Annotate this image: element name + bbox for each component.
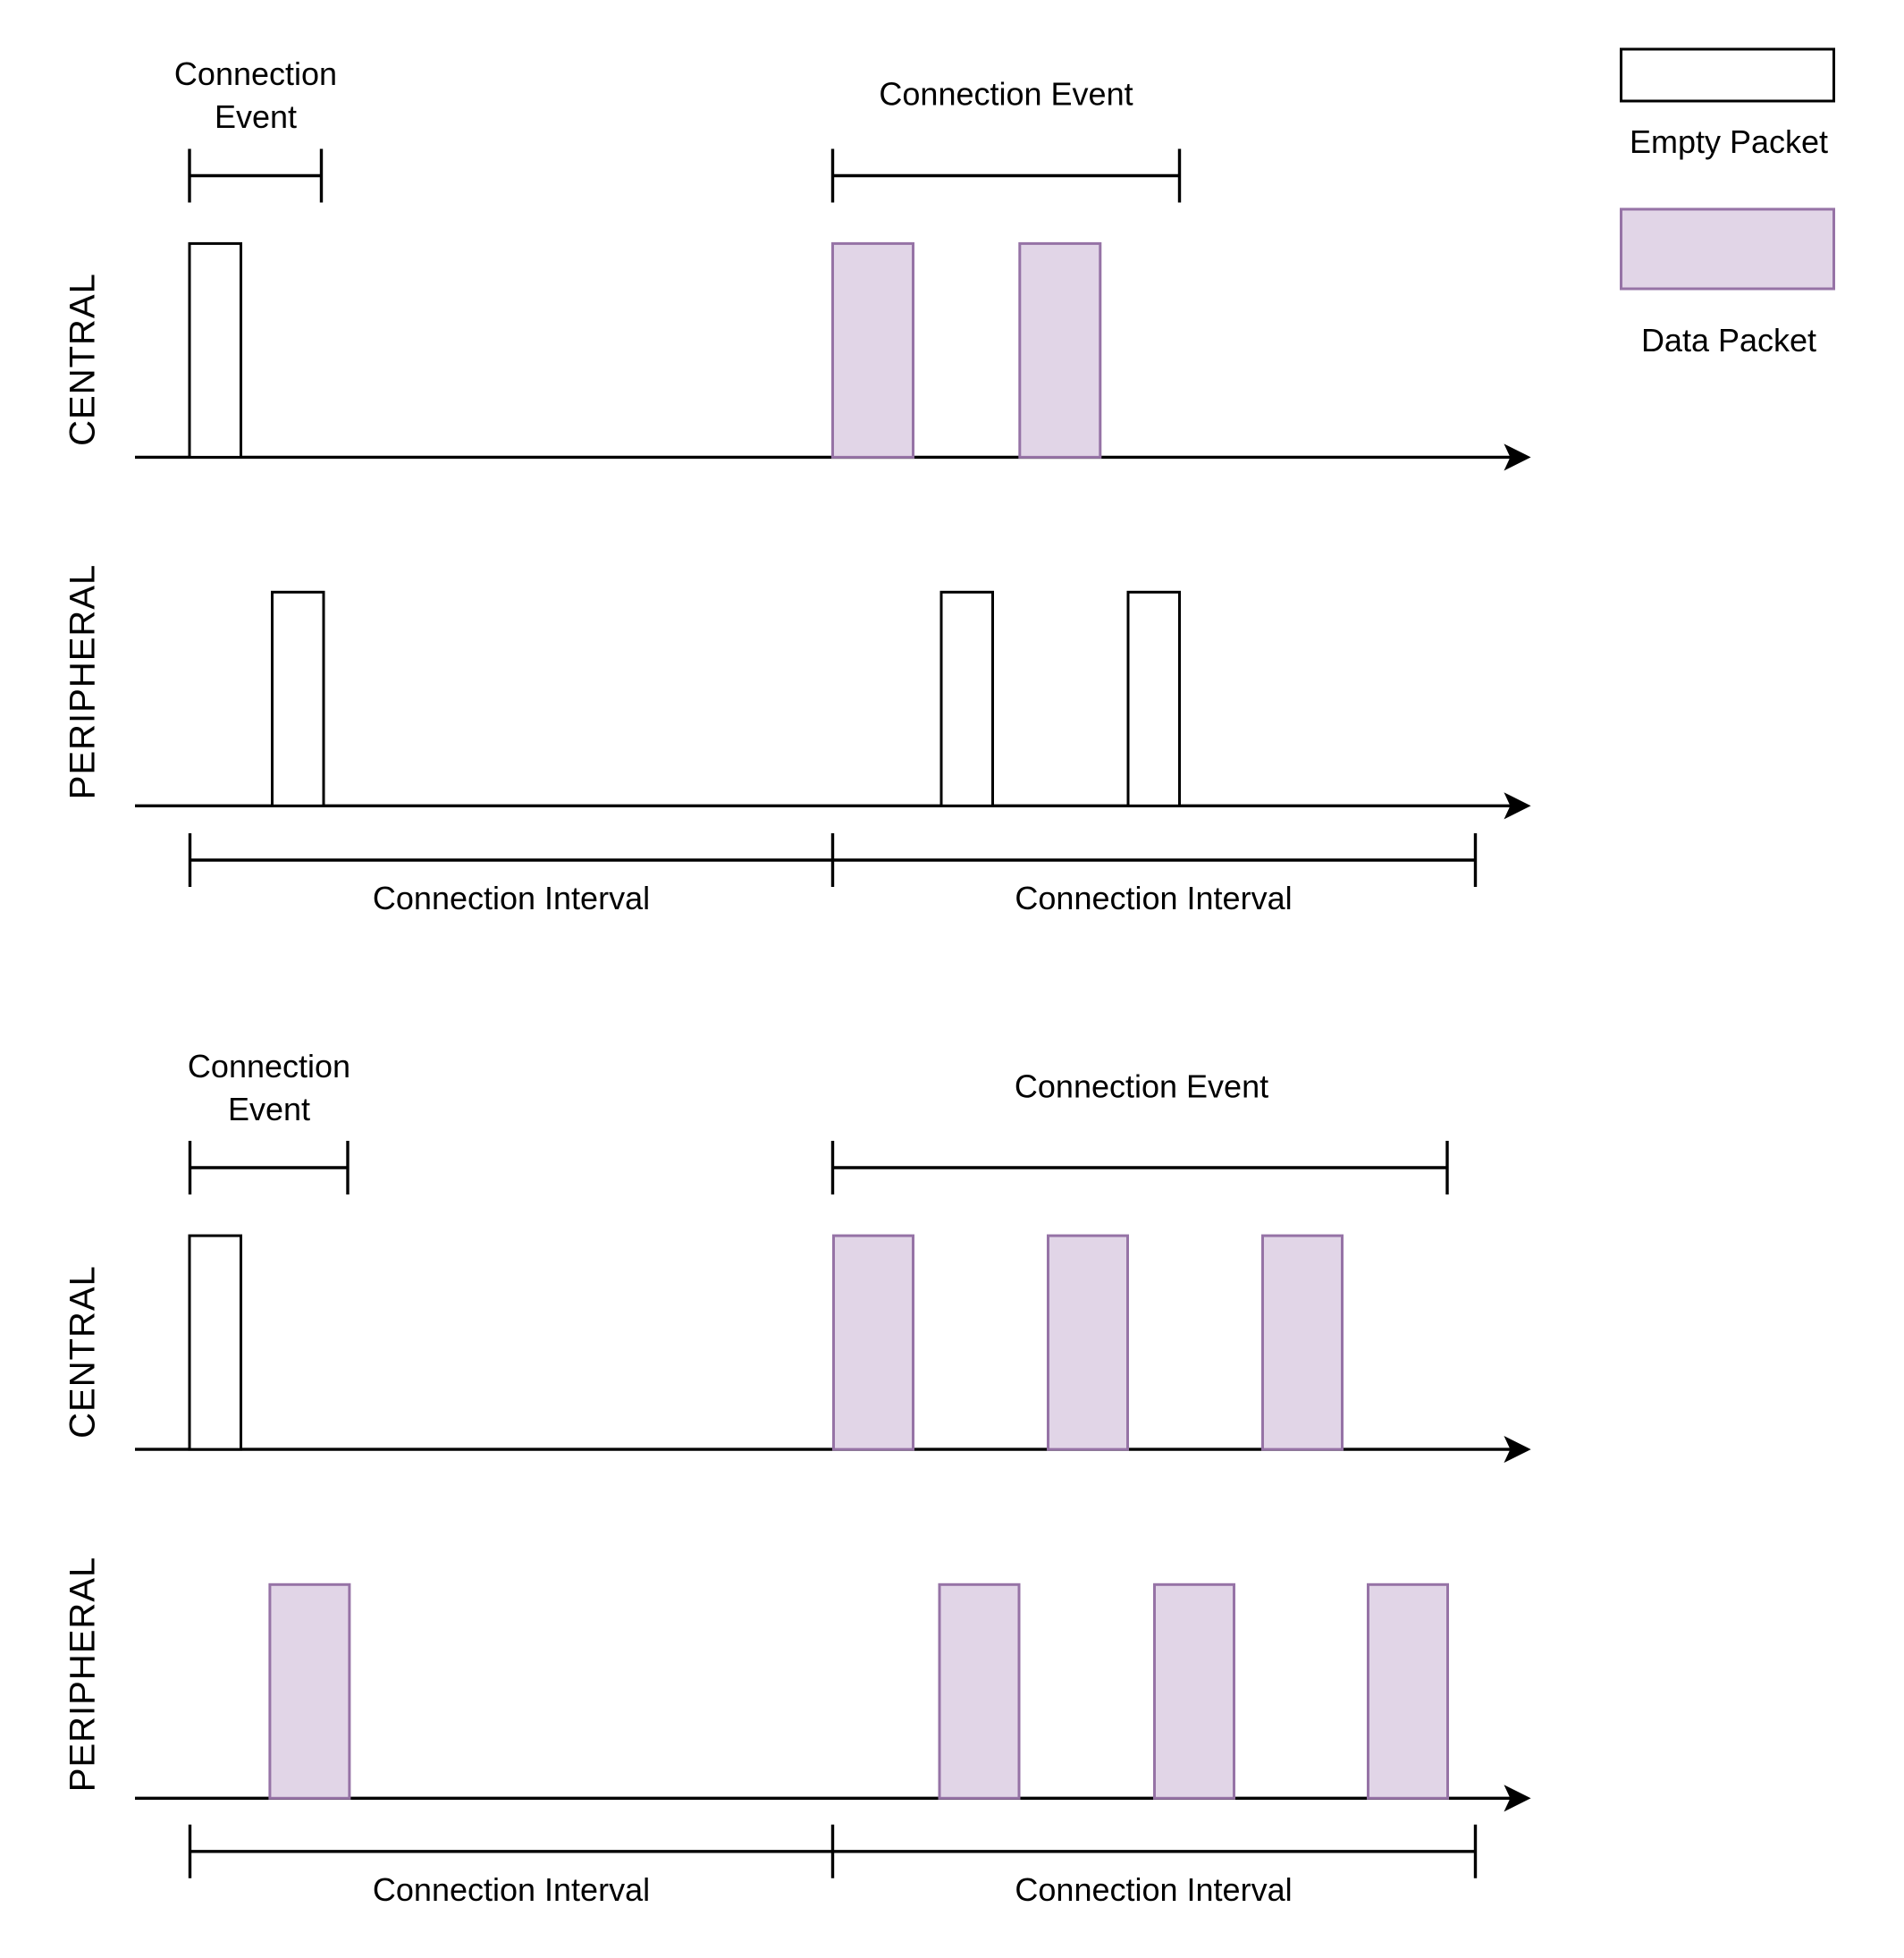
svg-text:Data Packet: Data Packet [1641,322,1816,359]
svg-text:Empty Packet: Empty Packet [1630,123,1828,160]
svg-text:CENTRAL: CENTRAL [63,1265,103,1439]
svg-text:CENTRAL: CENTRAL [63,273,103,446]
svg-text:Connection Event: Connection Event [879,75,1133,112]
svg-text:Event: Event [228,1091,310,1127]
svg-text:Connection: Connection [174,55,337,92]
svg-text:PERIPHERAL: PERIPHERAL [63,564,103,799]
svg-text:Connection Event: Connection Event [1015,1068,1268,1104]
svg-text:Event: Event [215,98,297,135]
svg-text:Connection Interval: Connection Interval [373,880,650,916]
svg-text:Connection Interval: Connection Interval [1015,880,1292,916]
svg-text:Connection Interval: Connection Interval [373,1871,650,1908]
svg-text:PERIPHERAL: PERIPHERAL [63,1557,103,1792]
svg-text:Connection: Connection [188,1048,350,1084]
svg-text:Connection Interval: Connection Interval [1015,1871,1292,1908]
